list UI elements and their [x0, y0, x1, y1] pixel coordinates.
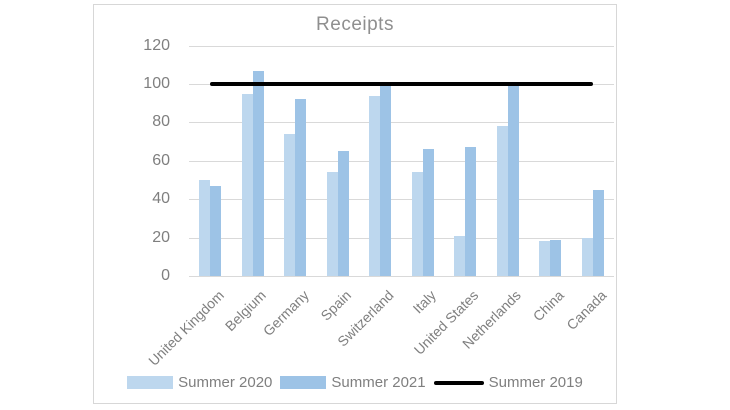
- gridline-40: [189, 199, 614, 201]
- x-axis-category-label: Spain: [317, 287, 355, 324]
- x-axis-category-label: Canada: [563, 287, 610, 333]
- legend-color-swatch: [280, 376, 327, 389]
- legend-label: Summer 2020: [178, 374, 273, 391]
- bar-summer-2020-germany: [284, 133, 296, 276]
- bar-summer-2021-netherlands: [507, 84, 519, 276]
- bar-summer-2020-netherlands: [496, 126, 508, 276]
- x-axis-category-label: United Kingdom: [144, 287, 227, 369]
- legend-label: Summer 2019: [488, 374, 583, 391]
- y-axis-tick-label: 60: [152, 151, 170, 169]
- bar-summer-2021-canada: [592, 189, 604, 276]
- bar-summer-2020-united-kingdom: [199, 180, 211, 276]
- y-axis-tick-label: 0: [161, 267, 170, 284]
- gridline-60: [189, 160, 614, 162]
- legend-item-summer-2020: Summer 2020: [127, 374, 272, 391]
- bar-summer-2020-italy: [411, 172, 423, 276]
- y-axis-tick-label: 20: [152, 228, 170, 246]
- legend-item-summer-2019: Summer 2019: [433, 374, 583, 391]
- legend-color-swatch: [127, 376, 174, 389]
- x-axis-category-label: China: [529, 287, 567, 325]
- bar-summer-2020-canada: [581, 237, 593, 276]
- bar-summer-2020-switzerland: [369, 95, 381, 276]
- gridline-80: [189, 122, 614, 124]
- y-axis-tick-label: 40: [152, 190, 170, 208]
- bar-summer-2021-italy: [422, 149, 434, 276]
- gridline-120: [189, 45, 614, 47]
- y-axis-tick-label: 100: [143, 75, 170, 92]
- bar-summer-2020-belgium: [241, 93, 253, 276]
- bar-summer-2020-spain: [326, 172, 338, 276]
- x-axis-category-label: Germany: [259, 287, 312, 340]
- legend-item-summer-2021: Summer 2021: [280, 374, 426, 391]
- line-series-summer-2019: [210, 82, 593, 86]
- gridline-20: [189, 237, 614, 239]
- bar-summer-2021-united-kingdom: [210, 185, 222, 276]
- bar-summer-2020-china: [539, 241, 551, 276]
- chart-container: Receipts Summer 2020 Summer 2021 Summer 20…: [93, 4, 617, 404]
- y-axis-tick-label: 80: [152, 113, 170, 131]
- bar-summer-2021-switzerland: [380, 84, 392, 276]
- x-axis-category-label: Italy: [409, 287, 440, 317]
- bar-summer-2021-united-states: [465, 147, 477, 276]
- chart-title: Receipts: [316, 14, 394, 35]
- bar-summer-2021-spain: [337, 151, 349, 276]
- gridline-0: [189, 276, 614, 277]
- bar-summer-2021-germany: [295, 99, 307, 276]
- bar-summer-2020-united-states: [454, 235, 466, 276]
- bar-summer-2021-china: [550, 239, 562, 276]
- legend: Summer 2020 Summer 2021 Summer 2019: [94, 374, 616, 391]
- legend-line-marker: [433, 380, 484, 385]
- y-axis-tick-label: 120: [143, 36, 170, 54]
- bar-summer-2021-belgium: [252, 70, 264, 276]
- legend-label: Summer 2021: [331, 374, 426, 391]
